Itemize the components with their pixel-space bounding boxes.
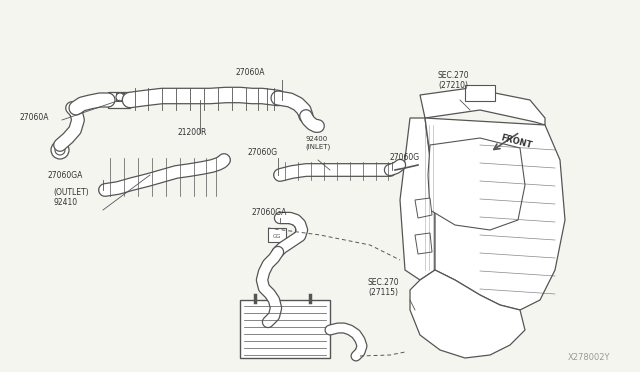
Text: 27060G: 27060G: [248, 148, 278, 157]
Text: 92400
(INLET): 92400 (INLET): [305, 136, 330, 150]
Circle shape: [388, 166, 396, 174]
Bar: [108, 92, 130, 108]
Text: 27060A: 27060A: [235, 68, 264, 77]
Polygon shape: [410, 270, 525, 358]
Circle shape: [272, 248, 280, 256]
Text: GG: GG: [273, 234, 281, 238]
Text: 21200R: 21200R: [178, 128, 207, 137]
Text: 27060A: 27060A: [20, 113, 49, 122]
Circle shape: [51, 141, 69, 159]
Bar: [240, 300, 330, 358]
Circle shape: [222, 156, 230, 164]
Text: FRONT: FRONT: [500, 133, 533, 150]
Circle shape: [99, 186, 107, 194]
Text: SEC.270
(27210): SEC.270 (27210): [438, 71, 470, 90]
Circle shape: [278, 214, 286, 222]
Circle shape: [55, 145, 65, 155]
Polygon shape: [415, 233, 432, 254]
Text: (OUTLET)
92410: (OUTLET) 92410: [53, 187, 88, 207]
Circle shape: [116, 93, 124, 101]
Text: 27060G: 27060G: [390, 153, 420, 162]
Circle shape: [278, 96, 286, 104]
Text: X278002Y: X278002Y: [568, 353, 610, 362]
Text: 27060GA: 27060GA: [48, 171, 83, 180]
Polygon shape: [400, 118, 435, 280]
Polygon shape: [415, 198, 432, 218]
Bar: [465, 85, 495, 101]
Text: SEC.270
(27115): SEC.270 (27115): [368, 278, 399, 297]
Bar: [116, 93, 124, 101]
Polygon shape: [428, 138, 525, 230]
Bar: [268, 228, 286, 242]
Polygon shape: [420, 88, 545, 125]
Circle shape: [274, 171, 282, 179]
Text: 27060GA: 27060GA: [252, 208, 287, 217]
Bar: [278, 96, 285, 103]
Polygon shape: [425, 118, 565, 310]
